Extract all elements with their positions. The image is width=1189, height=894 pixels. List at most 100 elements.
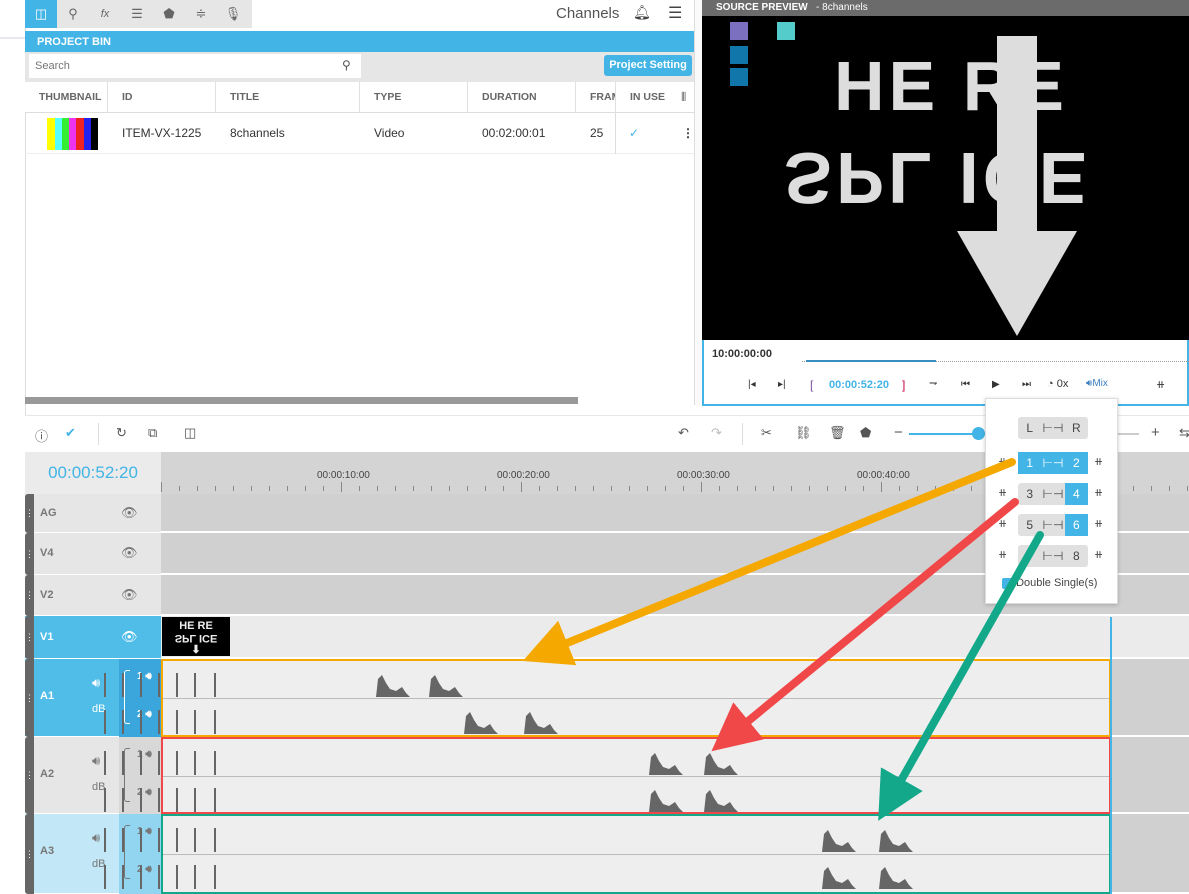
channel-toggle[interactable]: 2 🔊︎: [137, 864, 152, 875]
volume-icon[interactable]: 🔊︎: [92, 830, 101, 845]
split-icon[interactable]: ◫: [184, 425, 197, 440]
col-id[interactable]: ID: [108, 82, 216, 113]
track-lane[interactable]: [161, 616, 1189, 659]
trash-icon[interactable]: 🗑︎: [829, 425, 846, 440]
volume-icon[interactable]: 🔊︎: [92, 675, 101, 690]
audio-clip[interactable]: [104, 737, 1111, 814]
refresh-icon[interactable]: ↻: [116, 425, 127, 440]
adjust-tab[interactable]: ≑: [185, 0, 217, 28]
search-tab[interactable]: ⚲: [57, 0, 89, 28]
track-header[interactable]: [25, 494, 161, 533]
info-icon[interactable]: ⓘ: [35, 429, 49, 444]
zoom-out-icon[interactable]: −: [894, 424, 903, 441]
speed-control[interactable]: ◔ 0x: [1047, 378, 1068, 390]
redo-icon[interactable]: ↷: [711, 425, 722, 440]
next-frame-button[interactable]: ⏭︎: [1022, 379, 1031, 390]
col-thumbnail[interactable]: THUMBNAIL: [25, 82, 108, 113]
track-header[interactable]: [25, 659, 119, 737]
drag-handle-icon[interactable]: ⋮: [25, 616, 34, 659]
row-menu-icon[interactable]: ⋮: [682, 126, 694, 140]
effects-tab[interactable]: fx: [89, 0, 121, 28]
channel-pair[interactable]: 5 ⊢⊣ 6: [1018, 514, 1088, 536]
track-header[interactable]: [25, 616, 161, 659]
audio-clip[interactable]: [104, 814, 1111, 894]
channel-toggle[interactable]: 1 🔊︎: [137, 749, 152, 760]
track-a3[interactable]: ⋮ A3 🔊︎ dB 1 🔊︎ 2 🔊︎: [25, 814, 1189, 894]
track-header[interactable]: [25, 814, 119, 894]
audio-clip[interactable]: [104, 659, 1111, 737]
drag-handle-icon[interactable]: ⋮: [25, 575, 34, 616]
col-in-use[interactable]: IN USE: [630, 91, 666, 103]
db-label[interactable]: dB: [92, 781, 106, 793]
col-type[interactable]: TYPE: [360, 82, 468, 113]
match-frame-button[interactable]: ⇁: [929, 378, 938, 389]
col-duration[interactable]: DURATION: [468, 82, 576, 113]
mic-tab[interactable]: 🎙︎: [217, 0, 249, 28]
check-circle-icon[interactable]: ✔: [65, 425, 76, 440]
ruler-tick: [341, 482, 342, 492]
volume-icon[interactable]: 🔊︎: [92, 753, 101, 768]
channel-toggle[interactable]: 2 🔊︎: [137, 709, 152, 720]
swap-icon[interactable]: ⇆: [1179, 425, 1189, 440]
channel-toggle[interactable]: 1 🔊︎: [137, 826, 152, 837]
channels-label[interactable]: Channels: [556, 5, 620, 22]
zoom-slider-handle[interactable]: [972, 427, 985, 440]
horizontal-scrollbar[interactable]: [25, 397, 578, 404]
waveform-icon[interactable]: ⧺: [1156, 379, 1166, 391]
playhead[interactable]: [1110, 617, 1112, 894]
preview-scrubber[interactable]: [802, 348, 1189, 362]
drag-handle-icon[interactable]: ⋮: [25, 814, 34, 894]
undo-icon[interactable]: ↶: [678, 425, 689, 440]
play-button[interactable]: ▶: [992, 379, 1000, 390]
sliders-tab[interactable]: ☰: [121, 0, 153, 28]
track-header[interactable]: [25, 533, 161, 575]
marker-tab[interactable]: ⬟: [153, 0, 185, 28]
table-row[interactable]: [25, 113, 694, 154]
go-out-button[interactable]: ▸|: [778, 379, 786, 390]
prev-frame-button[interactable]: ⏮︎: [961, 379, 970, 390]
scissors-icon[interactable]: ✂: [761, 425, 772, 440]
drag-handle-icon[interactable]: ⋮: [25, 659, 34, 737]
columns-icon[interactable]: ⦀: [681, 90, 687, 104]
db-label[interactable]: dB: [92, 703, 106, 715]
eye-icon[interactable]: 👁︎: [121, 628, 138, 644]
col-frame[interactable]: FRAME: [576, 82, 616, 113]
search-icon[interactable]: ⚲: [342, 58, 351, 72]
eye-icon[interactable]: 👁︎: [121, 504, 138, 520]
add-layer-icon[interactable]: ⧉: [148, 425, 158, 440]
double-single-checkbox[interactable]: Double Single(s): [1002, 577, 1097, 589]
channel-toggle[interactable]: 2 🔊︎: [137, 787, 152, 798]
search-input[interactable]: [29, 54, 361, 78]
start-timecode[interactable]: 10:00:00:00: [712, 348, 772, 360]
mark-out-button[interactable]: ]: [902, 378, 906, 392]
mix-button[interactable]: 🔊︎Mix: [1086, 378, 1108, 389]
splitter[interactable]: [694, 0, 702, 405]
track-a1[interactable]: ⋮ A1 🔊︎ dB 1 🔊︎ 2 🔊︎: [25, 659, 1189, 737]
col-title[interactable]: TITLE: [216, 82, 360, 113]
bin-tab[interactable]: ◫: [25, 0, 57, 28]
video-viewer[interactable]: HE RE SPL ICE: [702, 16, 1189, 340]
video-clip[interactable]: HE RE SPL ICE ⬇: [162, 617, 230, 656]
mark-in-button[interactable]: [: [810, 378, 814, 392]
channel-pair[interactable]: 3 ⊢⊣ 4: [1018, 483, 1088, 505]
track-a2[interactable]: ⋮ A2 🔊︎ dB 1 🔊︎ 2 🔊︎: [25, 737, 1189, 814]
zoom-in-icon[interactable]: +: [1151, 424, 1160, 441]
drag-handle-icon[interactable]: ⋮: [25, 494, 34, 533]
db-label[interactable]: dB: [92, 858, 106, 870]
eye-icon[interactable]: 👁︎: [121, 545, 138, 560]
track-header[interactable]: [25, 575, 161, 616]
project-setting-button[interactable]: Project Setting: [604, 55, 692, 76]
unlink-icon[interactable]: ⛓: [795, 425, 812, 440]
eye-icon[interactable]: 👁︎: [121, 586, 138, 602]
track-header[interactable]: [25, 737, 119, 814]
go-in-button[interactable]: |◂: [748, 379, 756, 390]
channel-toggle[interactable]: 1 🔊︎: [137, 671, 152, 682]
channel-pair[interactable]: 1 ⊢⊣ 2: [1018, 452, 1088, 474]
drag-handle-icon[interactable]: ⋮: [25, 737, 34, 814]
bell-icon[interactable]: 🔔︎: [633, 4, 651, 20]
track-v1[interactable]: ⋮ V1 👁︎ HE RE SPL ICE ⬇: [25, 616, 1189, 659]
channel-pair[interactable]: 7 ⊢⊣ 8: [1018, 545, 1088, 567]
marker-icon[interactable]: ⬟: [860, 425, 872, 440]
drag-handle-icon[interactable]: ⋮: [25, 533, 34, 575]
menu-icon[interactable]: ☰: [668, 5, 683, 22]
